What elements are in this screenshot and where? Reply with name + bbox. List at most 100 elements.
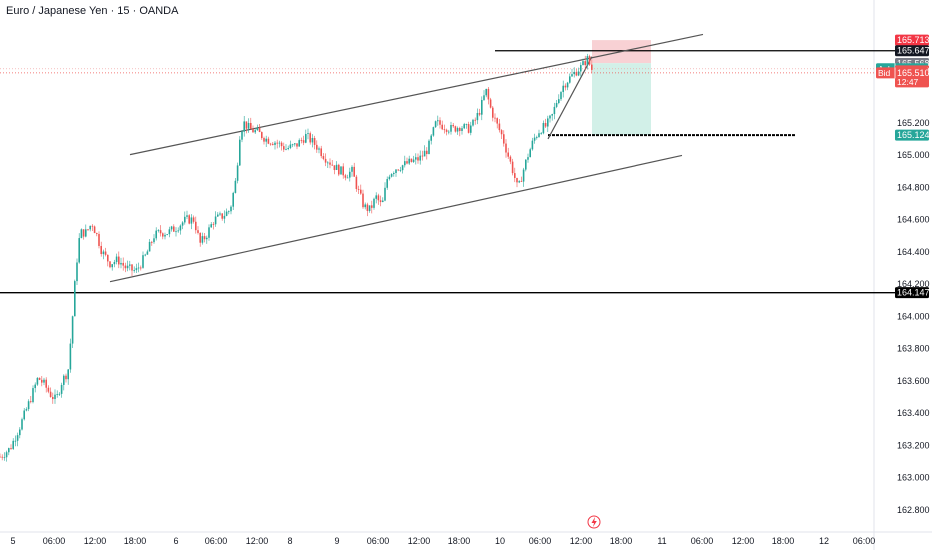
candle-body: [280, 142, 283, 147]
candle-body: [459, 128, 461, 131]
candle-body: [111, 264, 113, 268]
candle-body: [93, 226, 96, 234]
candle-body: [340, 166, 342, 175]
price-tag-5[interactable]: [876, 67, 928, 79]
candle-body: [30, 401, 32, 403]
price-tag-6[interactable]: [895, 129, 929, 141]
candle-body: [179, 225, 182, 231]
take-profit-zone[interactable]: [592, 63, 651, 136]
candle-body: [395, 169, 397, 173]
candle-body: [533, 137, 536, 141]
price-tag-7[interactable]: [895, 287, 929, 299]
candle-body: [371, 205, 373, 208]
y-tick-label: 163.400: [897, 408, 930, 418]
candle-body: [415, 157, 417, 160]
candle-body: [401, 165, 404, 171]
candle-body: [272, 143, 274, 145]
x-tick-label: 12:00: [408, 536, 431, 546]
candle-body: [41, 379, 43, 383]
event-marker-icon[interactable]: [587, 515, 601, 529]
price-tag-countdown: 12:47: [897, 77, 919, 87]
candle-body: [505, 143, 507, 153]
y-tick-label: 163.800: [897, 344, 930, 354]
candle-body: [373, 198, 375, 208]
candle-body: [104, 251, 107, 255]
candle-body: [133, 270, 135, 271]
candle-body: [421, 155, 424, 157]
candle-body: [485, 88, 487, 96]
candle-body: [300, 140, 303, 141]
candle-body: [322, 156, 325, 159]
candle-body: [470, 125, 472, 133]
candle-body: [360, 189, 362, 194]
candle-body: [417, 157, 419, 161]
candle-body: [448, 131, 450, 133]
candle-body: [428, 140, 430, 155]
candle-body: [276, 142, 278, 144]
candle-body: [514, 173, 516, 178]
candle-body: [148, 241, 151, 252]
candle-body: [426, 150, 428, 155]
trend-line-0[interactable]: [129, 33, 704, 156]
candle-body: [239, 139, 241, 166]
candle-body: [509, 156, 512, 162]
candle-body: [217, 214, 219, 217]
candle-body: [124, 265, 127, 269]
candle-body: [564, 85, 567, 88]
price-tag-1[interactable]: [895, 45, 929, 57]
candle-body: [214, 216, 217, 225]
candle-body: [355, 176, 358, 190]
candle-body: [19, 429, 21, 436]
candle-body: [536, 137, 538, 138]
candle-body: [393, 172, 395, 175]
candle-body: [76, 262, 78, 282]
candle-body: [23, 410, 25, 420]
candle-body: [135, 268, 138, 271]
x-tick-label: 12:00: [246, 536, 269, 546]
candle-body: [25, 409, 28, 411]
y-tick-label: 165.000: [897, 150, 930, 160]
candle-body: [445, 129, 448, 132]
trend-line-2[interactable]: [547, 56, 593, 140]
candle-body: [140, 267, 142, 269]
candle-body: [432, 127, 435, 136]
candle-body: [65, 375, 67, 380]
candle-body: [137, 267, 140, 269]
candle-body: [45, 379, 47, 388]
candle-body: [555, 103, 558, 107]
candle-body: [219, 213, 221, 215]
candle-body: [492, 107, 494, 118]
candle-body: [553, 106, 556, 115]
candle-body: [285, 149, 287, 150]
candle-body: [388, 176, 391, 180]
candle-body: [71, 316, 74, 344]
candle-body: [294, 143, 296, 145]
x-tick-label: 5: [10, 536, 15, 546]
candle-body: [3, 457, 6, 459]
trend-line-1[interactable]: [109, 154, 683, 283]
candle-body: [168, 229, 171, 235]
candle-body: [500, 130, 503, 135]
candle-body: [463, 124, 465, 129]
candle-body: [184, 216, 186, 223]
candle-body: [305, 133, 307, 143]
candle-body: [481, 99, 483, 115]
price-tag-0[interactable]: [895, 34, 929, 46]
candle-body: [439, 120, 441, 125]
candle-body: [562, 85, 564, 93]
candle-body: [586, 56, 589, 66]
candle-body: [175, 231, 177, 233]
x-tick-label: 06:00: [529, 536, 552, 546]
candle-body: [382, 200, 384, 203]
candle-body: [261, 132, 263, 139]
candle-body: [357, 189, 360, 190]
candle-body: [208, 227, 210, 238]
candle-body: [153, 238, 155, 243]
candle-body: [461, 128, 463, 131]
candle-body: [278, 142, 281, 144]
candle-body: [269, 143, 272, 145]
x-tick-label: 8: [287, 536, 292, 546]
candle-body: [69, 343, 72, 370]
candle-body: [333, 165, 336, 170]
